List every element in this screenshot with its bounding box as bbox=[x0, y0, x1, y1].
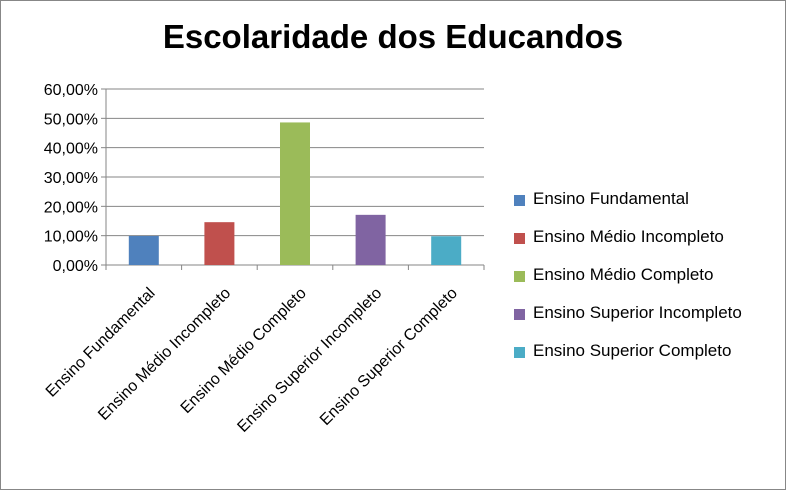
legend-swatch bbox=[514, 347, 525, 358]
y-tick-label: 50,00% bbox=[44, 111, 98, 128]
bar bbox=[280, 122, 310, 265]
x-tick-label: Ensino Superior Completo bbox=[317, 285, 461, 429]
x-tick-label: Ensino Superior Incompleto bbox=[234, 285, 385, 436]
legend-swatch bbox=[514, 309, 525, 320]
y-tick-label: 10,00% bbox=[44, 229, 98, 246]
x-tick-label: Ensino Médio Incompleto bbox=[95, 285, 234, 424]
legend-label: Ensino Fundamental bbox=[533, 189, 689, 208]
y-tick-label: 20,00% bbox=[44, 199, 98, 216]
chart-title: Escolaridade dos Educandos bbox=[162, 18, 624, 55]
legend-label: Ensino Médio Incompleto bbox=[533, 227, 724, 246]
legend-swatch bbox=[514, 233, 525, 244]
bar bbox=[431, 236, 462, 265]
legend-label: Ensino Médio Completo bbox=[533, 265, 714, 284]
legend-swatch bbox=[514, 271, 525, 282]
legend-label: Ensino Superior Completo bbox=[533, 341, 732, 360]
x-tick-label: Ensino Médio Completo bbox=[178, 285, 310, 417]
bar bbox=[204, 222, 235, 265]
y-tick-label: 60,00% bbox=[44, 82, 98, 99]
legend-swatch bbox=[514, 195, 525, 206]
y-tick-label: 30,00% bbox=[44, 170, 98, 187]
legend-label: Ensino Superior Incompleto bbox=[533, 303, 742, 322]
bar bbox=[128, 235, 159, 265]
bar bbox=[355, 214, 386, 265]
y-tick-label: 0,00% bbox=[53, 258, 98, 275]
y-tick-label: 40,00% bbox=[44, 141, 98, 158]
